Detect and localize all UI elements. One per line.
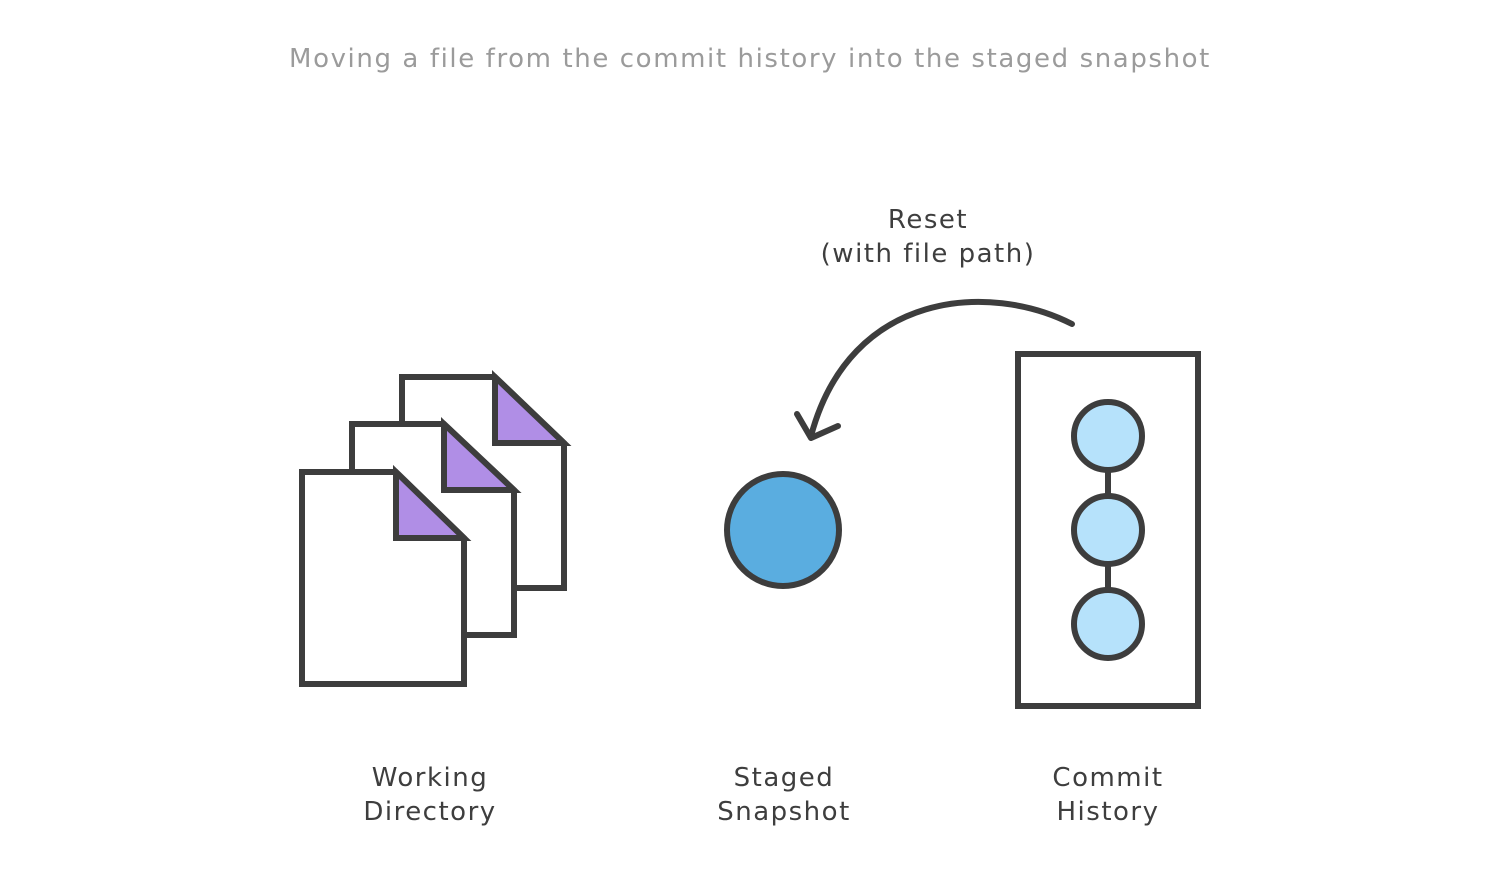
commit-history-line2: History	[1056, 797, 1160, 827]
commit-history-label: Commit History	[978, 761, 1238, 829]
reset-arrow-icon	[794, 299, 1075, 441]
reset-action-label: Reset (with file path)	[798, 203, 1058, 271]
commit-history-line1: Commit	[1052, 763, 1164, 793]
staged-snapshot-line1: Staged	[733, 763, 835, 793]
staged-snapshot-line2: Snapshot	[717, 797, 851, 827]
staged-snapshot-label: Staged Snapshot	[654, 761, 914, 829]
reset-action-line1: Reset	[887, 205, 969, 235]
file-icon-front	[299, 464, 472, 687]
commit-node-1	[1071, 399, 1145, 473]
working-directory-label: Working Directory	[300, 761, 560, 829]
working-directory-line1: Working	[371, 763, 489, 793]
diagram-caption: Moving a file from the commit history in…	[289, 44, 1211, 74]
reset-action-line2: (with file path)	[820, 239, 1036, 269]
commit-node-3	[1071, 587, 1145, 661]
working-directory-files-icon	[299, 369, 572, 687]
commit-history-icon	[1015, 351, 1201, 709]
staged-snapshot-circle	[724, 471, 842, 589]
working-directory-line2: Directory	[363, 797, 497, 827]
commit-node-2	[1071, 493, 1145, 567]
